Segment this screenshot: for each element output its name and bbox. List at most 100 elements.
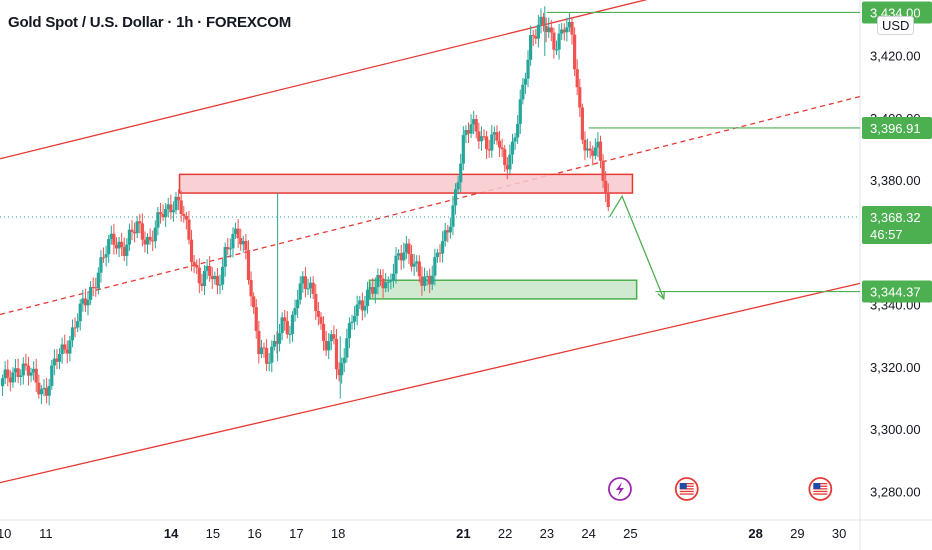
candle-body bbox=[127, 229, 132, 245]
candle bbox=[114, 237, 119, 255]
candle-body bbox=[412, 263, 416, 267]
candle-body bbox=[220, 266, 225, 285]
candle-body bbox=[29, 372, 33, 376]
candle-body bbox=[505, 164, 509, 170]
candle bbox=[461, 126, 465, 171]
candle bbox=[503, 144, 507, 172]
candle bbox=[187, 211, 191, 245]
candle bbox=[52, 349, 56, 376]
candle-body bbox=[562, 29, 566, 33]
candle-body bbox=[70, 327, 75, 341]
candle-body bbox=[265, 348, 269, 364]
candle bbox=[298, 276, 302, 305]
candle-body bbox=[303, 276, 308, 289]
candle bbox=[567, 12, 572, 33]
candle bbox=[158, 203, 163, 224]
candle bbox=[293, 299, 297, 322]
x-tick-label: 21 bbox=[456, 526, 470, 541]
candle bbox=[350, 314, 354, 330]
candle bbox=[399, 245, 403, 270]
candle-body bbox=[342, 357, 346, 364]
candle-body bbox=[120, 241, 124, 248]
candle bbox=[151, 230, 155, 252]
price-axis[interactable]: 3,280.003,300.003,320.003,340.003,380.00… bbox=[862, 1, 932, 499]
candle-body bbox=[145, 236, 150, 245]
candle-body bbox=[259, 347, 264, 355]
x-tick-label: 17 bbox=[289, 526, 303, 541]
candle bbox=[549, 19, 553, 42]
candle-body bbox=[554, 49, 559, 51]
candle bbox=[353, 306, 357, 330]
candle bbox=[176, 189, 181, 210]
candle-body bbox=[24, 363, 28, 366]
candle bbox=[360, 292, 364, 321]
candle-body bbox=[541, 16, 546, 26]
us-flag-icon[interactable] bbox=[674, 477, 699, 501]
flag-canton bbox=[679, 483, 687, 489]
candle bbox=[508, 144, 512, 174]
candle-body bbox=[16, 368, 20, 378]
candle bbox=[547, 17, 551, 38]
candle-body bbox=[472, 119, 476, 125]
time-axis[interactable]: 10 11 14 15 16 17 18 21 22 23 24 25 28 29 30 bbox=[0, 526, 846, 541]
candle bbox=[171, 201, 176, 223]
candle bbox=[534, 28, 538, 45]
candle-body bbox=[345, 338, 349, 358]
candle bbox=[280, 312, 284, 341]
candle-body bbox=[386, 281, 390, 283]
candle bbox=[226, 238, 230, 256]
candle bbox=[153, 220, 157, 249]
currency-button[interactable]: USD bbox=[877, 16, 915, 35]
candle bbox=[371, 278, 375, 298]
candle-body bbox=[365, 289, 370, 307]
candle-body bbox=[565, 27, 569, 33]
candle-body bbox=[376, 275, 380, 288]
candle bbox=[140, 213, 144, 247]
candle-body bbox=[19, 375, 23, 378]
candle bbox=[477, 122, 481, 149]
current-price-badge-text: 46:57 bbox=[870, 227, 903, 242]
price-badge-0: 3,396.91 bbox=[862, 116, 932, 139]
candle bbox=[145, 233, 150, 254]
candle bbox=[422, 267, 427, 292]
candle bbox=[479, 126, 484, 151]
candle-body bbox=[236, 228, 240, 239]
candle-body bbox=[228, 248, 232, 250]
candle bbox=[428, 268, 432, 294]
candle-body bbox=[534, 36, 538, 39]
candle-body bbox=[195, 264, 199, 268]
candle-body bbox=[275, 340, 279, 344]
candle-body bbox=[477, 131, 481, 142]
flag-stripe bbox=[679, 493, 694, 495]
x-tick-label: 15 bbox=[206, 526, 220, 541]
candle bbox=[94, 277, 98, 297]
candle-body bbox=[309, 282, 313, 289]
candle-body bbox=[441, 241, 445, 254]
lightning-icon[interactable] bbox=[608, 477, 632, 501]
candle bbox=[373, 277, 377, 304]
candle-body bbox=[368, 287, 372, 290]
candle bbox=[44, 378, 49, 404]
candle-body bbox=[57, 354, 62, 362]
candle bbox=[223, 242, 227, 277]
candle-body bbox=[438, 252, 442, 254]
candle bbox=[376, 268, 380, 295]
candle-body bbox=[461, 135, 465, 164]
candle bbox=[580, 103, 584, 145]
current-price-badge: 3,368.32 46:57 bbox=[862, 205, 932, 244]
candle-body bbox=[288, 333, 292, 335]
candle-body bbox=[104, 254, 108, 258]
us-flag-icon[interactable] bbox=[808, 477, 833, 501]
flag-canton bbox=[813, 483, 821, 489]
candle bbox=[197, 258, 201, 294]
candle-body bbox=[319, 316, 323, 324]
candle bbox=[215, 268, 220, 295]
candle-body bbox=[68, 340, 72, 354]
candle-body bbox=[523, 78, 528, 85]
candle bbox=[433, 248, 437, 286]
candle bbox=[539, 8, 543, 34]
candle bbox=[596, 132, 600, 158]
candle-body bbox=[107, 239, 111, 255]
candle-body bbox=[451, 205, 455, 227]
